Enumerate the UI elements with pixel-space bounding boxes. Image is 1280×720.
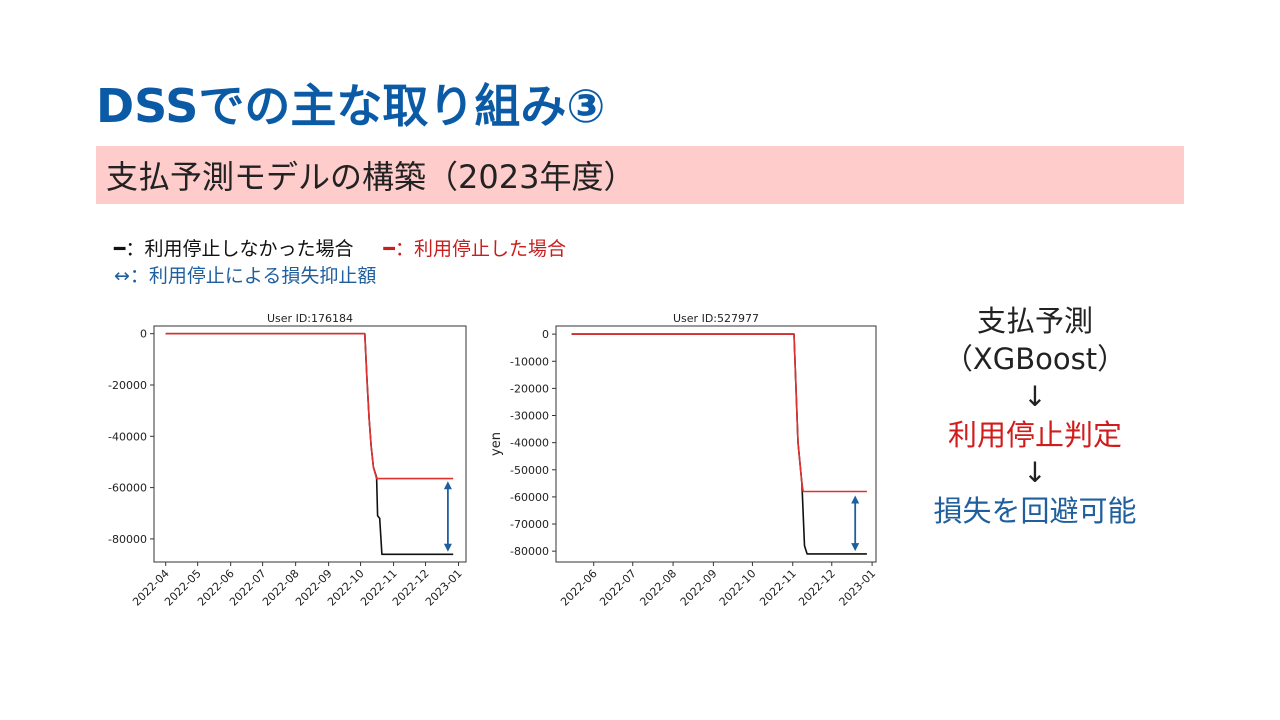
payment-prediction-label: 支払予測 xyxy=(976,304,1093,338)
legend-loss-text: ：利用停止による損失抑止額 xyxy=(129,265,377,287)
y-tick-label: 0 xyxy=(542,328,549,341)
chart-title: User ID:176184 xyxy=(267,312,353,325)
y-tick-label: -60000 xyxy=(510,491,549,504)
x-tick-label: 2023-01 xyxy=(837,567,879,609)
stop-decision-label: 利用停止判定 xyxy=(947,418,1122,452)
plot-frame xyxy=(555,325,877,563)
legend-stop-text: ：利用停止した場合 xyxy=(394,238,566,260)
chart-svg-1: User ID:176184 0 -20000 -40000 -60000 -80000 2… xyxy=(108,312,467,609)
x-tick-label: 2022-06 xyxy=(558,567,600,609)
series-line-stop xyxy=(571,333,867,493)
chart-svg-2: User ID:527977 0 -10000 -20000 -30000 -40000 -… xyxy=(489,312,879,609)
y-axis-label: yen xyxy=(489,432,504,456)
xgboost-label: （XGBoost） xyxy=(943,342,1127,376)
loss-arrow-head-up xyxy=(851,495,860,504)
legend-no-stop-text: ：利用停止しなかった場合 xyxy=(125,238,354,260)
x-tick-label: 2022-09 xyxy=(678,567,720,609)
series-line-no-stop xyxy=(571,333,867,555)
plot-frame xyxy=(153,325,467,563)
y-tick-label: -70000 xyxy=(510,518,549,531)
x-tick-label: 2022-11 xyxy=(757,567,799,609)
y-tick-label: -20000 xyxy=(108,379,147,392)
down-arrow-icon: ↓ xyxy=(1023,380,1047,413)
chart-user-176184: User ID:176184 0 -20000 -40000 -60000 -80000 2… xyxy=(96,310,486,620)
x-tick-label: 2022-12 xyxy=(796,567,838,609)
series-line-no-stop xyxy=(165,332,454,556)
x-tick-label: 2022-08 xyxy=(637,567,679,609)
slide-subtitle: 支払予測モデルの構築（2023年度） xyxy=(106,158,636,196)
y-tick-label: -40000 xyxy=(510,437,549,450)
y-tick-label: -50000 xyxy=(510,464,549,477)
y-tick-label: -60000 xyxy=(108,482,147,495)
down-arrow-icon: ↓ xyxy=(1023,456,1047,489)
right-panel: 支払予測 （XGBoost） ↓ 利用停止判定 ↓ 損失を回避可能 xyxy=(920,302,1150,530)
legend: ━：利用停止しなかった場合 ━：利用停止した場合 ↔：利用停止による損失抑止額 xyxy=(114,236,566,290)
subtitle-band: 支払予測モデルの構築（2023年度） xyxy=(96,146,1184,204)
legend-row-1: ━：利用停止しなかった場合 ━：利用停止した場合 xyxy=(114,236,566,263)
legend-row-2: ↔：利用停止による損失抑止額 xyxy=(114,263,566,290)
y-tick-label: 0 xyxy=(140,328,147,341)
x-tick-label: 2022-07 xyxy=(597,567,639,609)
legend-arrow-marker: ↔ xyxy=(114,265,130,287)
loss-avoidance-label: 損失を回避可能 xyxy=(933,494,1137,528)
loss-arrow-head-down xyxy=(851,543,860,552)
slide-title: DSSでの主な取り組み③ xyxy=(96,79,606,133)
series-line-stop xyxy=(165,332,454,480)
x-tick-label: 2022-10 xyxy=(717,567,759,609)
legend-black-marker: ━ xyxy=(114,238,126,260)
chart-title: User ID:527977 xyxy=(673,312,759,325)
y-tick-label: -80000 xyxy=(108,533,147,546)
y-tick-label: -10000 xyxy=(510,355,549,368)
loss-arrow-head-up xyxy=(443,481,452,490)
y-tick-label: -20000 xyxy=(510,382,549,395)
chart-user-527977: User ID:527977 0 -10000 -20000 -30000 -40000 -… xyxy=(484,306,884,616)
x-tick-label: 2023-01 xyxy=(423,567,465,609)
y-tick-label: -80000 xyxy=(510,545,549,558)
y-tick-label: -30000 xyxy=(510,410,549,423)
y-tick-label: -40000 xyxy=(108,430,147,443)
legend-red-marker: ━ xyxy=(383,238,395,260)
loss-arrow-head-down xyxy=(443,543,452,552)
